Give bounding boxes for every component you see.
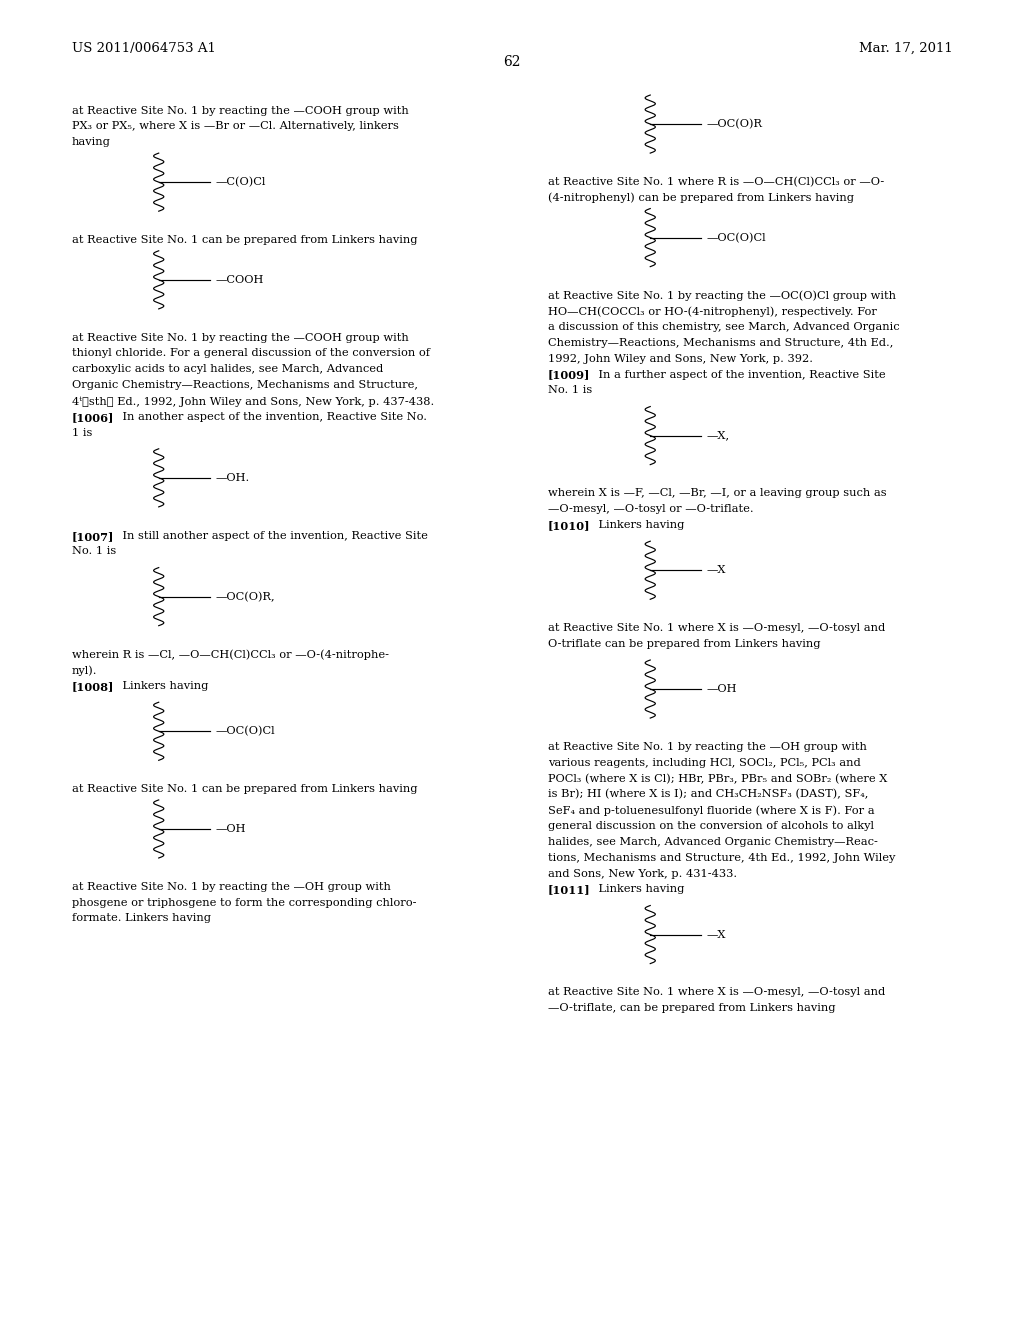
Text: SeF₄ and p-toluenesulfonyl fluoride (where X is F). For a: SeF₄ and p-toluenesulfonyl fluoride (whe…: [548, 805, 874, 816]
Text: (4-nitrophenyl) can be prepared from Linkers having: (4-nitrophenyl) can be prepared from Lin…: [548, 193, 854, 203]
Text: In another aspect of the invention, Reactive Site No.: In another aspect of the invention, Reac…: [108, 412, 427, 422]
Text: —X,: —X,: [707, 430, 730, 441]
Text: tions, Mechanisms and Structure, 4th Ed., 1992, John Wiley: tions, Mechanisms and Structure, 4th Ed.…: [548, 853, 895, 863]
Text: —OC(O)Cl: —OC(O)Cl: [215, 726, 274, 737]
Text: [1011]: [1011]: [548, 884, 591, 895]
Text: Chemistry—Reactions, Mechanisms and Structure, 4th Ed.,: Chemistry—Reactions, Mechanisms and Stru…: [548, 338, 893, 348]
Text: —C(O)Cl: —C(O)Cl: [215, 177, 265, 187]
Text: and Sons, New York, p. 431-433.: and Sons, New York, p. 431-433.: [548, 869, 737, 879]
Text: [1009]: [1009]: [548, 370, 590, 380]
Text: carboxylic acids to acyl halides, see March, Advanced: carboxylic acids to acyl halides, see Ma…: [72, 364, 383, 375]
Text: —OC(O)Cl: —OC(O)Cl: [707, 232, 766, 243]
Text: at Reactive Site No. 1 by reacting the —OH group with: at Reactive Site No. 1 by reacting the —…: [72, 882, 390, 892]
Text: Linkers having: Linkers having: [108, 681, 208, 692]
Text: general discussion on the conversion of alcohols to alkyl: general discussion on the conversion of …: [548, 821, 873, 832]
Text: 1992, John Wiley and Sons, New York, p. 392.: 1992, John Wiley and Sons, New York, p. …: [548, 354, 813, 364]
Text: [1010]: [1010]: [548, 520, 591, 531]
Text: —O-mesyl, —O-tosyl or —O-triflate.: —O-mesyl, —O-tosyl or —O-triflate.: [548, 504, 754, 515]
Text: wherein R is —Cl, —O—CH(Cl)CCl₃ or —O-(4-nitrophe-: wherein R is —Cl, —O—CH(Cl)CCl₃ or —O-(4…: [72, 649, 389, 660]
Text: No. 1 is: No. 1 is: [72, 546, 116, 557]
Text: at Reactive Site No. 1 by reacting the —COOH group with: at Reactive Site No. 1 by reacting the —…: [72, 333, 409, 343]
Text: at Reactive Site No. 1 where R is —O—CH(Cl)CCl₃ or —O-: at Reactive Site No. 1 where R is —O—CH(…: [548, 177, 884, 187]
Text: —OH: —OH: [215, 824, 246, 834]
Text: nyl).: nyl).: [72, 665, 97, 676]
Text: phosgene or triphosgene to form the corresponding chloro-: phosgene or triphosgene to form the corr…: [72, 898, 416, 908]
Text: No. 1 is: No. 1 is: [548, 385, 592, 396]
Text: HO—CH(COCCl₃ or HO-(4-nitrophenyl), respectively. For: HO—CH(COCCl₃ or HO-(4-nitrophenyl), resp…: [548, 306, 877, 317]
Text: [1007]: [1007]: [72, 531, 114, 541]
Text: —COOH: —COOH: [215, 275, 263, 285]
Text: at Reactive Site No. 1 by reacting the —COOH group with: at Reactive Site No. 1 by reacting the —…: [72, 106, 409, 116]
Text: Organic Chemistry—Reactions, Mechanisms and Structure,: Organic Chemistry—Reactions, Mechanisms …: [72, 380, 418, 391]
Text: In a further aspect of the invention, Reactive Site: In a further aspect of the invention, Re…: [584, 370, 886, 380]
Text: —OC(O)R: —OC(O)R: [707, 119, 763, 129]
Text: —OH.: —OH.: [215, 473, 249, 483]
Text: [1006]: [1006]: [72, 412, 114, 422]
Text: 4ᵗ˾sth˾ Ed., 1992, John Wiley and Sons, New York, p. 437-438.: 4ᵗ˾sth˾ Ed., 1992, John Wiley and Sons, …: [72, 396, 434, 407]
Text: US 2011/0064753 A1: US 2011/0064753 A1: [72, 42, 216, 55]
Text: is Br); HI (where X is I); and CH₃CH₂NSF₃ (DAST), SF₄,: is Br); HI (where X is I); and CH₃CH₂NSF…: [548, 789, 868, 800]
Text: various reagents, including HCl, SOCl₂, PCl₅, PCl₃ and: various reagents, including HCl, SOCl₂, …: [548, 758, 860, 768]
Text: POCl₃ (where X is Cl); HBr, PBr₃, PBr₅ and SOBr₂ (where X: POCl₃ (where X is Cl); HBr, PBr₃, PBr₅ a…: [548, 774, 887, 784]
Text: O-triflate can be prepared from Linkers having: O-triflate can be prepared from Linkers …: [548, 639, 820, 649]
Text: Mar. 17, 2011: Mar. 17, 2011: [858, 42, 952, 55]
Text: —X: —X: [707, 565, 726, 576]
Text: 62: 62: [503, 55, 521, 70]
Text: [1008]: [1008]: [72, 681, 114, 692]
Text: at Reactive Site No. 1 by reacting the —OC(O)Cl group with: at Reactive Site No. 1 by reacting the —…: [548, 290, 896, 301]
Text: a discussion of this chemistry, see March, Advanced Organic: a discussion of this chemistry, see Marc…: [548, 322, 899, 333]
Text: thionyl chloride. For a general discussion of the conversion of: thionyl chloride. For a general discussi…: [72, 348, 430, 359]
Text: halides, see March, Advanced Organic Chemistry—Reac-: halides, see March, Advanced Organic Che…: [548, 837, 878, 847]
Text: —X: —X: [707, 929, 726, 940]
Text: at Reactive Site No. 1 where X is —O-mesyl, —O-tosyl and: at Reactive Site No. 1 where X is —O-mes…: [548, 987, 885, 998]
Text: formate. Linkers having: formate. Linkers having: [72, 913, 211, 924]
Text: Linkers having: Linkers having: [584, 884, 684, 895]
Text: —OH: —OH: [707, 684, 737, 694]
Text: at Reactive Site No. 1 can be prepared from Linkers having: at Reactive Site No. 1 can be prepared f…: [72, 235, 417, 246]
Text: having: having: [72, 137, 111, 148]
Text: wherein X is —F, —Cl, —Br, —I, or a leaving group such as: wherein X is —F, —Cl, —Br, —I, or a leav…: [548, 488, 887, 499]
Text: at Reactive Site No. 1 by reacting the —OH group with: at Reactive Site No. 1 by reacting the —…: [548, 742, 866, 752]
Text: In still another aspect of the invention, Reactive Site: In still another aspect of the invention…: [108, 531, 428, 541]
Text: Linkers having: Linkers having: [584, 520, 684, 531]
Text: —O-triflate, can be prepared from Linkers having: —O-triflate, can be prepared from Linker…: [548, 1003, 836, 1014]
Text: 1 is: 1 is: [72, 428, 92, 438]
Text: at Reactive Site No. 1 can be prepared from Linkers having: at Reactive Site No. 1 can be prepared f…: [72, 784, 417, 795]
Text: PX₃ or PX₅, where X is —Br or —Cl. Alternatively, linkers: PX₃ or PX₅, where X is —Br or —Cl. Alter…: [72, 121, 398, 132]
Text: —OC(O)R,: —OC(O)R,: [215, 591, 274, 602]
Text: at Reactive Site No. 1 where X is —O-mesyl, —O-tosyl and: at Reactive Site No. 1 where X is —O-mes…: [548, 623, 885, 634]
